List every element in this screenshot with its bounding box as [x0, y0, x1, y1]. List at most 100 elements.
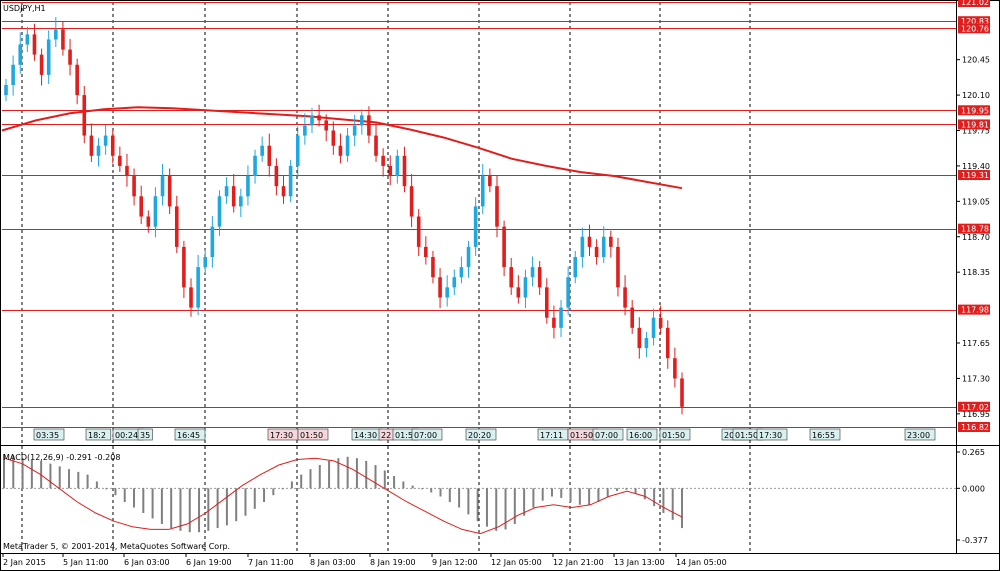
macd-histogram-bar [625, 488, 628, 490]
price-level-tag-text: 119.95 [961, 106, 989, 115]
time-tick-label: 6 Jan 19:00 [186, 558, 232, 567]
macd-histogram-bar [411, 485, 414, 489]
price-level-tag [958, 401, 990, 412]
price-tick-label: 116.95 [962, 410, 990, 419]
candle-body [274, 165, 279, 187]
time-label-box [756, 428, 788, 441]
candle-body [388, 165, 393, 177]
candle-body [431, 257, 435, 278]
moving-average-polyline [1, 106, 683, 190]
time-axis: 2 Jan 2015 5 Jan 11:00 6 Jan 03:00 6 Jan 19… [2, 553, 727, 567]
macd-histogram-bar [495, 488, 498, 531]
candle-body [324, 120, 329, 131]
candle-body [54, 29, 58, 40]
time-label-box [297, 428, 329, 441]
macd-histogram-bar [244, 488, 247, 516]
candle-body [367, 115, 371, 136]
candle-body [4, 84, 8, 96]
time-tick-label: 5 Jan 11:00 [63, 558, 109, 567]
candle-body [523, 277, 528, 298]
price-level-tag [958, 170, 990, 181]
macd-histogram-bar [643, 488, 646, 500]
macd-histogram-bar [467, 488, 470, 515]
candle-body [651, 317, 656, 338]
macd-histogram-bar [615, 488, 618, 492]
macd-histogram-bar [3, 454, 5, 489]
macd-histogram-bar [439, 488, 442, 497]
candle-body [217, 196, 222, 227]
time-label: 18:2 [88, 431, 106, 440]
time-label: 01:50 [300, 431, 323, 440]
time-label-box [809, 428, 841, 441]
vertical-grid [21, 2, 751, 553]
candle-body [310, 115, 314, 126]
candle-body [132, 176, 136, 197]
time-tick-label: 2 Jan 2015 [3, 558, 46, 567]
candle-body [495, 186, 499, 227]
time-tick-label: 8 Jan 19:00 [370, 558, 416, 567]
macd-histogram-bar [253, 488, 256, 509]
candle-body [416, 216, 421, 247]
candle-body [424, 246, 428, 257]
candle-body [637, 327, 642, 349]
macd-histogram-bar [68, 469, 71, 489]
candle-body [231, 186, 236, 207]
price-level-tag-text: 117.98 [961, 306, 989, 315]
macd-histogram-bar [671, 488, 674, 520]
candle-body [566, 277, 570, 308]
macd-histogram-bar [541, 488, 544, 501]
macd-histogram-bar [328, 460, 331, 489]
price-level-tag-text: 120.83 [961, 17, 989, 26]
candle-body [609, 236, 613, 247]
macd-histogram-bar [49, 463, 52, 489]
macd-histogram-bar [86, 474, 89, 489]
price-level-tag [958, 422, 990, 432]
time-label: 00:24 [115, 431, 138, 440]
candle-body [203, 257, 208, 268]
price-tick-label: 117.30 [962, 374, 990, 383]
candle-body [374, 135, 378, 156]
candle-body [110, 135, 115, 156]
macd-histogram-bar [290, 481, 293, 489]
macd-histogram-bar [318, 465, 321, 489]
time-label: 07:00 [595, 431, 618, 440]
macd-histogram-bar [374, 465, 377, 489]
macd-histogram-bar [560, 488, 563, 498]
candle-body [18, 44, 23, 65]
candle-body [224, 186, 229, 197]
time-label: 23:00 [907, 431, 930, 440]
candle-body [103, 135, 108, 146]
macd-histogram-bar [681, 488, 683, 529]
macd-histogram-bar [485, 488, 488, 527]
price-level-tag [958, 16, 990, 27]
candle-body [516, 287, 521, 298]
time-label: 01:50 [662, 431, 685, 440]
macd-histogram-bar [634, 488, 637, 494]
price-level-lines [2, 2, 956, 428]
price-axis: 120.45120.10119.75119.40119.05118.70118.… [956, 0, 990, 545]
candle-body [239, 196, 243, 207]
time-label: 17:30 [270, 431, 293, 440]
macd-histogram-bar [523, 488, 526, 516]
time-label: 20:20 [468, 431, 491, 440]
candle-body [409, 186, 414, 217]
time-tick-label: 14 Jan 05:00 [676, 558, 727, 567]
candle-body [267, 145, 272, 166]
time-label-box [465, 428, 497, 441]
candle-body [167, 176, 172, 207]
time-label: 07:00 [414, 431, 437, 440]
candle-body [281, 186, 286, 197]
time-tick-label: 8 Jan 03:00 [310, 558, 356, 567]
price-level-tag-text: 117.02 [961, 403, 989, 412]
candle-body [331, 130, 336, 146]
time-label-strip: 03:35 18:2 00:24 35 16:45 17:30 01:50 14:30 22 01… [33, 428, 936, 441]
price-tick-label: 118.35 [962, 268, 990, 277]
candle-body [509, 267, 514, 288]
time-label-box [904, 428, 936, 441]
price-level-tag [958, 0, 990, 7]
candle-body [260, 145, 264, 156]
candle-body [402, 155, 407, 187]
price-level-tag-text: 118.78 [961, 225, 989, 234]
